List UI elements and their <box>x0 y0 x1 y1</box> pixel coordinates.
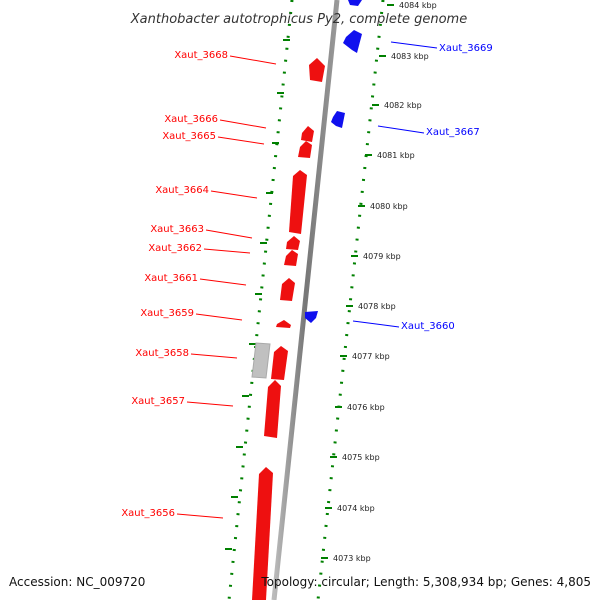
kbp-label: 4073 kbp <box>333 554 371 563</box>
kbp-label: 4080 kbp <box>370 202 408 211</box>
gene-arrow-xaut-3658[interactable] <box>271 346 288 380</box>
leader-line <box>190 353 238 359</box>
gene-label[interactable]: Xaut_3665 <box>162 131 216 142</box>
gene-label[interactable]: Xaut_3661 <box>144 273 198 284</box>
leader-line <box>199 278 247 286</box>
gene-label[interactable]: Xaut_3659 <box>140 308 194 319</box>
ruler-ticks <box>225 4 394 559</box>
leader-line <box>176 513 224 519</box>
gene-label[interactable]: Xaut_3669 <box>439 43 493 54</box>
gene-arrow-xaut-3663[interactable] <box>286 236 300 250</box>
accession-text: Accession: NC_009720 <box>9 575 145 589</box>
backbone-highlights <box>276 38 280 39</box>
gene-arrow-xaut-3668[interactable] <box>309 58 325 82</box>
kbp-label: 4083 kbp <box>391 52 429 61</box>
reverse-strand-features <box>305 30 362 323</box>
leader-line <box>390 41 438 49</box>
kbp-label: 4082 kbp <box>384 101 422 110</box>
map-title: Xanthobacter autotrophicus Py2, complete… <box>130 12 467 27</box>
leader-line <box>229 55 277 65</box>
kbp-label: 4081 kbp <box>377 151 415 160</box>
leader-line <box>210 190 258 199</box>
leader-line <box>205 229 253 239</box>
gene-label[interactable]: Xaut_3666 <box>164 114 218 125</box>
genome-backbone <box>271 0 340 600</box>
leader-line <box>219 119 267 129</box>
genome-info-text: Topology: circular; Length: 5,308,934 bp… <box>260 575 591 589</box>
gene-label[interactable]: Xaut_3663 <box>150 224 204 235</box>
gene-label[interactable]: Xaut_3657 <box>131 396 185 407</box>
gene-arrow-xaut-3662[interactable] <box>284 250 298 266</box>
gene-arrow-xaut-3669[interactable] <box>343 30 362 53</box>
gene-label[interactable]: Xaut_3660 <box>401 321 455 332</box>
gene-arrow-xaut-3661[interactable] <box>280 278 295 301</box>
gene-labels: Xaut_3668 Xaut_3669 Xaut_3666 Xaut_3665 Xaut… <box>121 43 492 519</box>
kbp-label: 4075 kbp <box>342 453 380 462</box>
gene-label[interactable]: Xaut_3664 <box>155 185 209 196</box>
gene-arrow-xaut-3664[interactable] <box>289 170 307 234</box>
gene-label[interactable]: Xaut_3656 <box>121 508 175 519</box>
kbp-label: 4078 kbp <box>358 302 396 311</box>
leader-line <box>377 125 425 134</box>
kbp-label: 4084 kbp <box>399 1 437 10</box>
kbp-label: 4076 kbp <box>347 403 385 412</box>
leader-line <box>186 401 234 407</box>
gene-label[interactable]: Xaut_3667 <box>426 127 480 138</box>
gene-arrow-xaut-3660[interactable] <box>305 311 318 323</box>
leader-line <box>352 320 400 328</box>
gene-leader-lines <box>176 41 438 519</box>
kbp-label: 4077 kbp <box>352 352 390 361</box>
leader-line <box>195 313 243 321</box>
gene-arrow-xaut-3666[interactable] <box>301 126 314 142</box>
ruler-labels: 4084 kbp 4083 kbp 4082 kbp 4081 kbp 4080 kbp… <box>333 1 437 563</box>
right-tick-ring <box>316 0 385 600</box>
gene-arrow-xaut-3667[interactable] <box>331 111 345 128</box>
grey-feature <box>251 342 271 379</box>
gene-arrow-xaut-3659[interactable] <box>276 320 291 328</box>
leader-line <box>217 136 265 145</box>
left-tick-ring <box>227 0 294 600</box>
gene-label[interactable]: Xaut_3668 <box>174 50 228 61</box>
gene-label[interactable]: Xaut_3658 <box>135 348 189 359</box>
forward-strand-features[interactable] <box>252 58 325 600</box>
gene-arrow-top-cut <box>348 0 362 6</box>
gene-arrow-xaut-3665[interactable] <box>298 141 312 158</box>
gene-arrow-xaut-3656[interactable] <box>252 467 273 600</box>
kbp-label: 4079 kbp <box>363 252 401 261</box>
gene-arrow-xaut-3657[interactable] <box>264 380 281 438</box>
leader-line <box>203 248 251 254</box>
kbp-label: 4074 kbp <box>337 504 375 513</box>
gene-label[interactable]: Xaut_3662 <box>148 243 202 254</box>
